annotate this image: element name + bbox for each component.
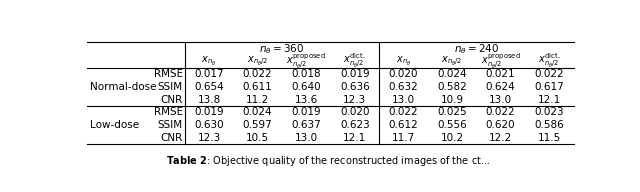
Text: 0.017: 0.017 [194,69,224,79]
Text: 11.7: 11.7 [392,133,415,143]
Text: 0.018: 0.018 [291,69,321,79]
Text: 0.019: 0.019 [291,107,321,117]
Text: 0.582: 0.582 [437,82,467,92]
Text: 12.2: 12.2 [489,133,512,143]
Text: 0.620: 0.620 [486,120,515,130]
Text: 0.022: 0.022 [243,69,273,79]
Text: 0.020: 0.020 [388,69,418,79]
Text: 0.019: 0.019 [340,69,369,79]
Text: 11.2: 11.2 [246,95,269,105]
Text: 0.556: 0.556 [437,120,467,130]
Text: 0.630: 0.630 [194,120,224,130]
Text: 0.632: 0.632 [388,82,419,92]
Text: 12.3: 12.3 [343,95,367,105]
Text: 0.020: 0.020 [340,107,369,117]
Text: Low-dose: Low-dose [90,120,139,130]
Text: 0.024: 0.024 [243,107,273,117]
Text: 0.597: 0.597 [243,120,273,130]
Text: $x^{\rm proposed}_{n_\theta/2}$: $x^{\rm proposed}_{n_\theta/2}$ [286,52,326,71]
Text: 0.654: 0.654 [194,82,224,92]
Text: 0.611: 0.611 [243,82,273,92]
Text: RMSE: RMSE [154,107,182,117]
Text: 0.024: 0.024 [437,69,467,79]
Text: 0.019: 0.019 [194,107,224,117]
Text: 13.8: 13.8 [197,95,221,105]
Text: 12.3: 12.3 [197,133,221,143]
Text: 13.0: 13.0 [489,95,512,105]
Text: CNR: CNR [161,133,182,143]
Text: 0.586: 0.586 [534,120,564,130]
Text: SSIM: SSIM [157,120,182,130]
Text: 12.1: 12.1 [343,133,367,143]
Text: 0.612: 0.612 [388,120,419,130]
Text: 10.2: 10.2 [440,133,463,143]
Text: $x_{n_\theta}$: $x_{n_\theta}$ [202,55,216,68]
Text: Normal-dose: Normal-dose [90,82,156,92]
Text: 0.617: 0.617 [534,82,564,92]
Text: $n_\theta = 240$: $n_\theta = 240$ [454,42,499,55]
Text: $x^{\rm proposed}_{n_\theta/2}$: $x^{\rm proposed}_{n_\theta/2}$ [481,52,520,71]
Text: 0.640: 0.640 [291,82,321,92]
Text: 0.022: 0.022 [486,107,515,117]
Text: 0.022: 0.022 [388,107,418,117]
Text: 0.637: 0.637 [291,120,321,130]
Text: 13.0: 13.0 [294,133,317,143]
Text: 0.021: 0.021 [486,69,515,79]
Text: 0.624: 0.624 [486,82,515,92]
Text: 0.023: 0.023 [534,107,564,117]
Text: 13.6: 13.6 [294,95,318,105]
Text: $\mathbf{Table\ 2}$: Objective quality of the reconstructed images of the ct...: $\mathbf{Table\ 2}$: Objective quality o… [166,154,490,168]
Text: 13.0: 13.0 [392,95,415,105]
Text: 0.636: 0.636 [340,82,370,92]
Text: SSIM: SSIM [157,82,182,92]
Text: 0.025: 0.025 [437,107,467,117]
Text: 12.1: 12.1 [538,95,561,105]
Text: 0.623: 0.623 [340,120,370,130]
Text: $x_{n_\theta/2}$: $x_{n_\theta/2}$ [247,55,268,68]
Text: $x^{\rm dict.}_{n_\theta/2}$: $x^{\rm dict.}_{n_\theta/2}$ [344,52,366,70]
Text: $x^{\rm dict.}_{n_\theta/2}$: $x^{\rm dict.}_{n_\theta/2}$ [538,52,561,70]
Text: 11.5: 11.5 [538,133,561,143]
Text: 10.9: 10.9 [440,95,463,105]
Text: RMSE: RMSE [154,69,182,79]
Text: $x_{n_\theta/2}$: $x_{n_\theta/2}$ [442,55,463,68]
Text: 0.022: 0.022 [534,69,564,79]
Text: 10.5: 10.5 [246,133,269,143]
Text: CNR: CNR [161,95,182,105]
Text: $n_\theta = 360$: $n_\theta = 360$ [259,42,305,55]
Text: $x_{n_\theta}$: $x_{n_\theta}$ [396,55,411,68]
